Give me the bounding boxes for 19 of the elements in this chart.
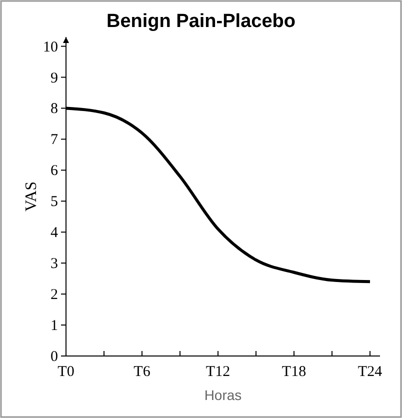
y-axis-title: VAS [23,182,40,212]
x-tick-label: T0 [58,364,74,380]
y-tick-label: 7 [50,132,58,148]
y-tick-label: 3 [50,256,58,272]
x-tick-label: T24 [358,364,383,380]
chart-title: Benign Pain-Placebo [106,11,296,32]
y-tick-label: 9 [50,70,58,86]
y-tick-label: 6 [50,163,58,180]
x-axis-title: Horas [204,387,242,403]
y-tick-label: 10 [43,39,58,56]
y-tick-label: 4 [50,225,58,242]
y-tick-label: 2 [50,287,58,304]
x-tick-label: T6 [134,364,151,380]
x-tick-label: T12 [206,364,230,380]
y-tick-label: 5 [50,194,58,210]
y-tick-label: 8 [50,101,58,118]
y-tick-label: 1 [50,318,58,334]
y-tick-label: 0 [50,349,58,365]
x-tick-label: T18 [282,364,306,380]
